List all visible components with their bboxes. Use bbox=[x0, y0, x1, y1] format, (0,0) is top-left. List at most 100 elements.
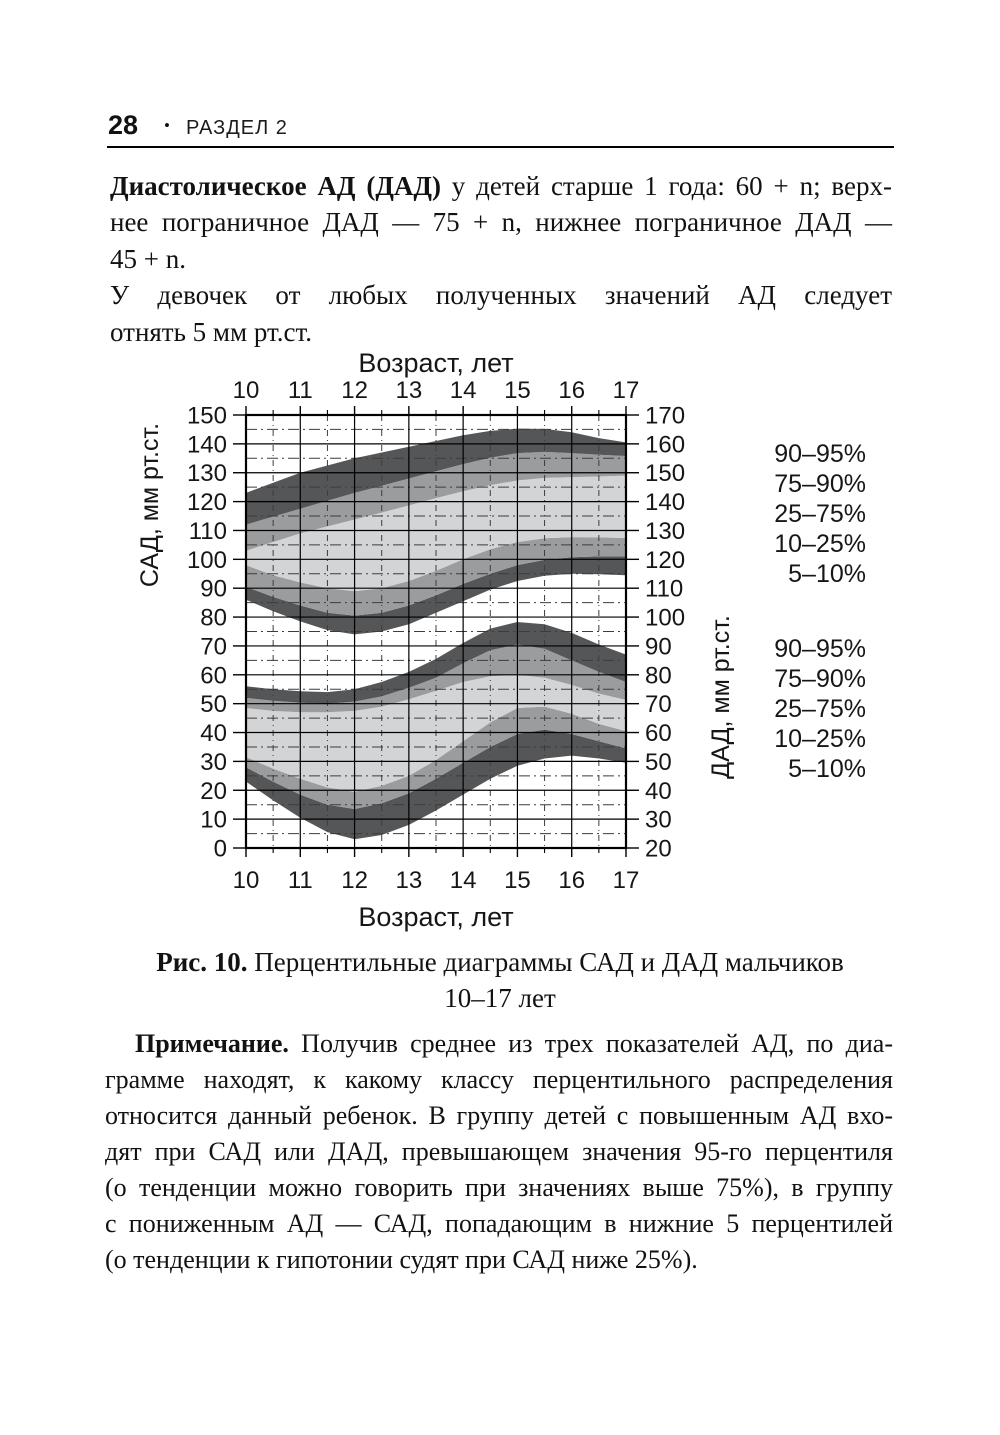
left-axis-tick-label: 40 bbox=[200, 720, 227, 747]
left-axis-tick-label: 130 bbox=[187, 460, 227, 487]
right-axis-tick-label: 110 bbox=[645, 576, 683, 603]
bottom-axis-tick-label: 10 bbox=[233, 867, 260, 894]
left-axis-tick-label: 20 bbox=[200, 778, 227, 805]
right-axis-tick-label: 30 bbox=[645, 807, 672, 834]
legend-dad-entry: 90–95% bbox=[774, 635, 866, 663]
bold-lead: Примечание. bbox=[135, 1029, 289, 1058]
legend-sad: 90–95%75–90%25–75%10–25%5–10% bbox=[774, 440, 866, 588]
left-axis-tick-label: 120 bbox=[187, 489, 227, 516]
left-axis-tick-label: 30 bbox=[200, 749, 227, 776]
left-axis-tick-label: 100 bbox=[187, 547, 227, 574]
bottom-axis-tick-label: 17 bbox=[613, 867, 640, 894]
legend-sad-entry: 5–10% bbox=[788, 560, 866, 588]
sad-band-p75-p90 bbox=[246, 451, 626, 551]
text-line: с пониженным АД — САД, попадающим в нижн… bbox=[105, 1209, 893, 1238]
legend-dad-entry: 75–90% bbox=[774, 665, 866, 693]
legend-sad-entry: 10–25% bbox=[774, 530, 866, 558]
legend-dad: 90–95%75–90%25–75%10–25%5–10% bbox=[774, 635, 866, 783]
figure-area: 0 20 10 30 20 40 30 50 40 60 50 70 60 80 70 90 80 100 90 11… bbox=[0, 340, 1000, 970]
caption-figure-label: Рис. 10. bbox=[156, 947, 248, 977]
top-axis-tick-label: 10 bbox=[233, 377, 260, 404]
right-axis-tick-label: 120 bbox=[645, 547, 685, 574]
text-line: (о тенденции можно говорить при значения… bbox=[105, 1173, 893, 1202]
dad-band-p75-p90 bbox=[246, 644, 626, 713]
right-axis-tick-label: 160 bbox=[645, 431, 685, 458]
left-axis-tick-label: 70 bbox=[200, 633, 227, 660]
dad-band-p05-p10 bbox=[246, 729, 626, 840]
right-axis-tick-label: 40 bbox=[645, 778, 672, 805]
text-line: У девочек от любых полученных значений А… bbox=[110, 280, 892, 311]
x-axis-title-top: Возраст, лет bbox=[358, 348, 513, 378]
page-header: 28 • РАЗДЕЛ 2 bbox=[108, 110, 898, 141]
intro-paragraphs: Диастолическое АД (ДАД) у детей старше 1… bbox=[110, 168, 892, 350]
bottom-axis-tick-label: 14 bbox=[450, 867, 477, 894]
bullet-separator: • bbox=[164, 116, 170, 135]
text-line: Примечание. Получив среднее из трех пока… bbox=[135, 1029, 893, 1058]
right-axis-title: ДАД, мм рт.ст. bbox=[707, 615, 735, 779]
grid-lines bbox=[246, 415, 626, 848]
right-axis-tick-label: 50 bbox=[645, 749, 672, 776]
right-axis-tick-label: 150 bbox=[645, 460, 685, 487]
top-axis-tick-label: 11 bbox=[288, 377, 313, 404]
left-axis-title: САД, мм рт.ст. bbox=[136, 423, 164, 587]
legend-dad-entry: 10–25% bbox=[774, 725, 866, 753]
legend-sad-entry: 25–75% bbox=[774, 500, 866, 528]
top-axis-tick-label: 15 bbox=[504, 377, 531, 404]
right-axis-tick-label: 100 bbox=[645, 605, 685, 632]
caption-text: Перцентильные диаграммы САД и ДАД мальчи… bbox=[247, 947, 844, 977]
bold-lead: Диастолическое АД (ДАД) bbox=[110, 171, 441, 201]
section-title: РАЗДЕЛ 2 bbox=[186, 117, 288, 139]
right-axis-tick-label: 70 bbox=[645, 691, 672, 718]
text-line: дят при САД или ДАД, превышающем значени… bbox=[105, 1137, 893, 1166]
text-line: (о тенденции к гипотонии судят при САД н… bbox=[105, 1245, 698, 1274]
caption-line-1: Рис. 10. Перцентильные диаграммы САД и Д… bbox=[108, 944, 892, 980]
left-axis-tick-label: 80 bbox=[200, 605, 227, 632]
text-line: грамме находят, к какому классу перценти… bbox=[105, 1065, 893, 1094]
right-axis-tick-label: 170 bbox=[645, 403, 685, 430]
right-axis-tick-label: 20 bbox=[645, 836, 672, 863]
dad-band-p90-p95 bbox=[246, 622, 626, 704]
right-axis-tick-label: 90 bbox=[645, 633, 672, 660]
text-line: нее пограничное ДАД — 75 + n, нижнее пог… bbox=[110, 207, 892, 238]
top-axis-tick-label: 17 bbox=[613, 377, 640, 404]
header-rule bbox=[107, 146, 894, 148]
text-line: относится данный ребенок. В группу детей… bbox=[105, 1101, 893, 1130]
bottom-axis-tick-label: 12 bbox=[341, 867, 368, 894]
x-axis-title-bottom: Возраст, лет bbox=[358, 902, 513, 932]
page-number: 28 bbox=[108, 110, 139, 140]
right-axis-tick-label: 140 bbox=[645, 489, 685, 516]
left-axis-tick-label: 60 bbox=[200, 662, 227, 689]
caption-line-2: 10–17 лет bbox=[444, 983, 556, 1013]
left-axis-tick-label: 90 bbox=[200, 576, 227, 603]
figure-caption: Рис. 10. Перцентильные диаграммы САД и Д… bbox=[108, 944, 892, 1016]
right-axis-tick-label: 60 bbox=[645, 720, 672, 747]
left-axis-tick-label: 50 bbox=[200, 691, 227, 718]
left-axis-tick-label: 0 bbox=[214, 836, 227, 863]
bottom-axis-tick-label: 16 bbox=[558, 867, 585, 894]
text-line: Диастолическое АД (ДАД) у детей старше 1… bbox=[110, 171, 892, 201]
bottom-axis-tick-label: 13 bbox=[396, 867, 423, 894]
text-line: отнять 5 мм рт.ст. bbox=[110, 316, 313, 347]
right-axis-tick-label: 80 bbox=[645, 662, 672, 689]
bottom-axis-tick-label: 11 bbox=[288, 867, 313, 894]
text-line: 45 + n. bbox=[110, 243, 186, 274]
legend-dad-entry: 5–10% bbox=[788, 755, 866, 783]
left-axis-tick-label: 150 bbox=[187, 403, 227, 430]
top-axis-tick-label: 14 bbox=[450, 377, 477, 404]
note-paragraph: Примечание. Получив среднее из трех пока… bbox=[105, 1026, 893, 1278]
top-axis-tick-label: 12 bbox=[341, 377, 368, 404]
left-axis-tick-label: 140 bbox=[187, 431, 227, 458]
top-axis-tick-label: 16 bbox=[558, 377, 585, 404]
top-axis-tick-label: 13 bbox=[396, 377, 423, 404]
sad-band-p10-p25 bbox=[246, 537, 626, 616]
left-axis-tick-label: 110 bbox=[189, 518, 227, 545]
right-axis-tick-label: 130 bbox=[645, 518, 685, 545]
sad-band-p25-p75 bbox=[246, 475, 626, 592]
legend-sad-entry: 75–90% bbox=[774, 470, 866, 498]
legend-sad-entry: 90–95% bbox=[774, 440, 866, 468]
left-axis-tick-label: 10 bbox=[200, 807, 227, 834]
bottom-axis-tick-label: 15 bbox=[504, 867, 531, 894]
